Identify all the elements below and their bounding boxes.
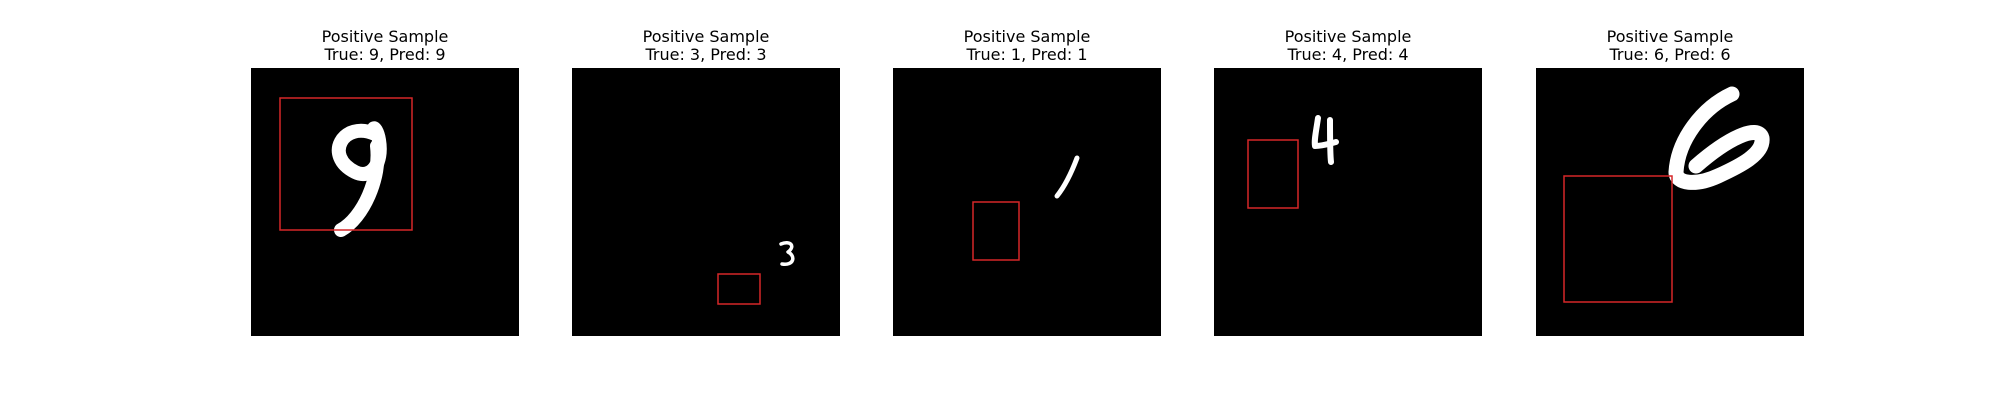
handwritten-digit [1311, 115, 1339, 165]
panel-subtitle-line: True: 4, Pred: 4 [1287, 45, 1409, 64]
image-background [893, 68, 1161, 336]
panel-title-line: Positive Sample [1284, 27, 1412, 46]
handwritten-digit [1668, 86, 1770, 190]
sample-image [1536, 68, 1804, 336]
handwritten-digit [779, 240, 795, 266]
panel-title: Positive Sample True: 9, Pred: 9 [211, 28, 559, 64]
image-background [572, 68, 840, 336]
image-background [251, 68, 519, 336]
panel-title-line: Positive Sample [642, 27, 770, 46]
panel-title-line: Positive Sample [1606, 27, 1734, 46]
handwritten-digit [331, 121, 387, 237]
panel-title-line: Positive Sample [963, 27, 1091, 46]
panel-subtitle-line: True: 6, Pred: 6 [1609, 45, 1731, 64]
panel-subtitle-line: True: 9, Pred: 9 [324, 45, 446, 64]
sample-panel-1: Positive Sample True: 9, Pred: 9 [251, 0, 519, 400]
detection-box [972, 201, 1020, 261]
detection-box [279, 97, 413, 231]
sample-panel-4: Positive Sample True: 4, Pred: 4 [1214, 0, 1482, 400]
panel-title-line: Positive Sample [321, 27, 449, 46]
sample-panel-3: Positive Sample True: 1, Pred: 1 [893, 0, 1161, 400]
sample-panel-5: Positive Sample True: 6, Pred: 6 [1536, 0, 1804, 400]
image-background [1214, 68, 1482, 336]
panel-title: Positive Sample True: 6, Pred: 6 [1496, 28, 1844, 64]
handwritten-digit [1054, 155, 1080, 199]
sample-image [251, 68, 519, 336]
detection-box [1563, 175, 1673, 303]
panel-title: Positive Sample True: 4, Pred: 4 [1174, 28, 1522, 64]
panel-title: Positive Sample True: 3, Pred: 3 [532, 28, 880, 64]
sample-image [893, 68, 1161, 336]
sample-image [1214, 68, 1482, 336]
detection-box [1247, 139, 1299, 209]
panel-title: Positive Sample True: 1, Pred: 1 [853, 28, 1201, 64]
sample-panel-2: Positive Sample True: 3, Pred: 3 [572, 0, 840, 400]
detection-box [717, 273, 761, 305]
image-background [1536, 68, 1804, 336]
sample-image [572, 68, 840, 336]
panel-subtitle-line: True: 3, Pred: 3 [645, 45, 767, 64]
panel-subtitle-line: True: 1, Pred: 1 [966, 45, 1088, 64]
